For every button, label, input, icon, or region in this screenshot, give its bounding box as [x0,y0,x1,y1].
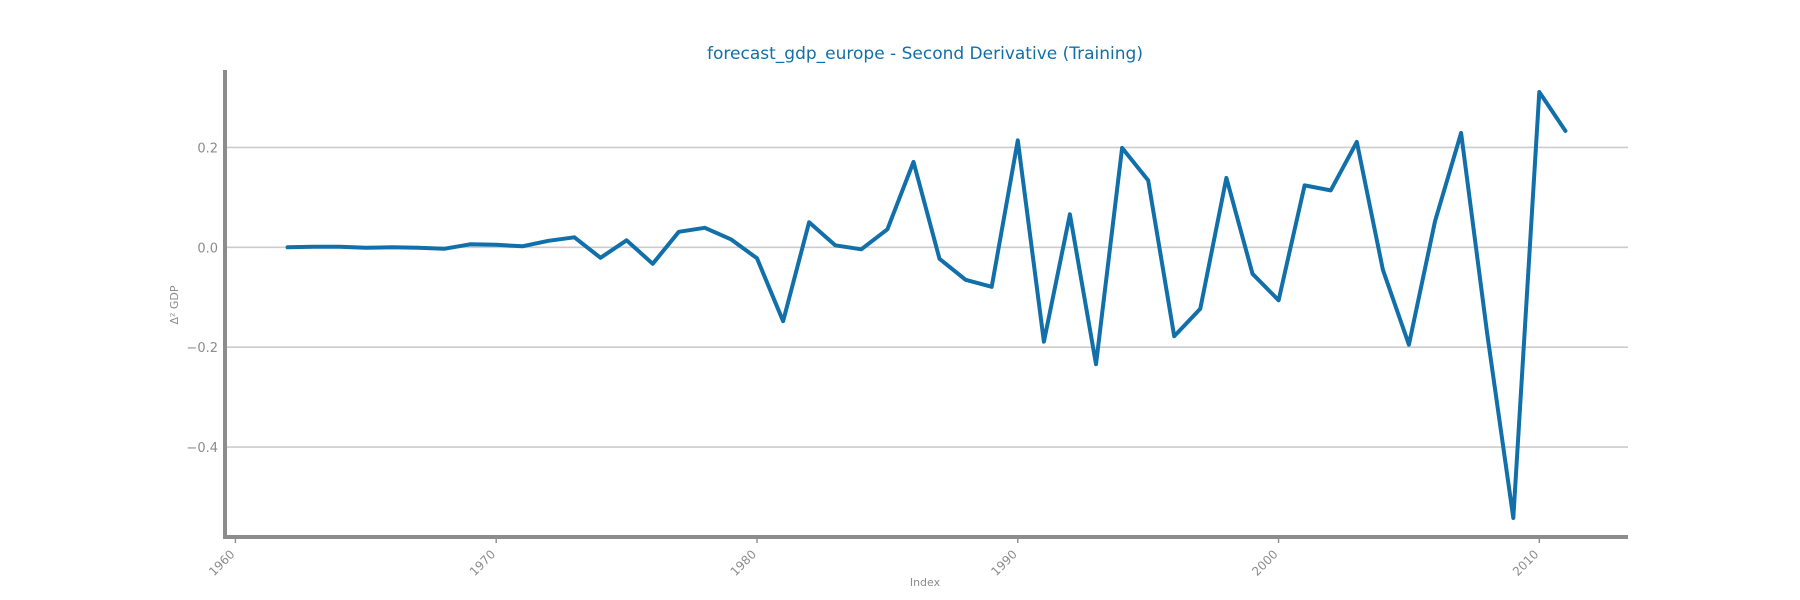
x-axis-ticks: 1960 1970 1980 1990 2000 2010 [206,537,1541,579]
x-tick-label: 1990 [988,547,1019,578]
x-tick-label: 2010 [1510,547,1541,578]
y-tick-label: 0.0 [197,241,218,256]
y-axis-label: Δ² GDP [168,285,181,324]
x-tick-label: 2000 [1249,547,1280,578]
plot-area [285,90,1568,520]
x-axis-label: Index [910,576,941,589]
y-tick-label: −0.2 [186,341,218,356]
y-axis-ticks: 0.2 0.0 −0.2 −0.4 [186,141,218,456]
x-tick-label: 1970 [467,547,498,578]
series-line [285,90,1568,520]
y-tick-label: 0.2 [197,141,218,156]
chart-title: forecast_gdp_europe - Second Derivative … [707,44,1143,64]
x-tick-label: 1980 [728,547,759,578]
x-tick-label: 1960 [206,547,237,578]
y-tick-label: −0.4 [186,441,218,456]
